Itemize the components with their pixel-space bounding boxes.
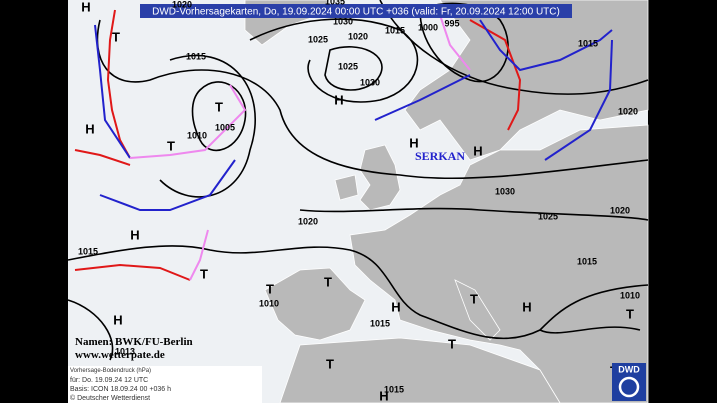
isobar-label: 1015	[78, 246, 98, 256]
isobar-label: 1010	[187, 130, 207, 140]
isobar-label: 1025	[338, 61, 358, 71]
pressure-system: T	[215, 99, 223, 114]
logo-text: DWD	[618, 364, 640, 374]
isobar-label: 1020	[298, 216, 318, 226]
pressure-system: T	[324, 274, 332, 289]
pressure-system: H	[85, 121, 94, 136]
pressure-system: H	[522, 299, 531, 314]
fronts	[74, 9, 613, 396]
isobar-label: 1015	[578, 38, 598, 48]
isobar-label: 1010	[620, 290, 640, 300]
isobar-label: 995	[444, 18, 459, 28]
isobar-label: 1005	[215, 122, 235, 132]
pressure-system: T	[626, 306, 634, 321]
header-title: DWD-Vorhersagekarten, Do, 19.09.2024 00:…	[152, 7, 560, 18]
pressure-system: H	[473, 143, 482, 158]
info-line: Vorhersage-Bodendruck (hPa)	[70, 368, 151, 374]
isobar-label: 1010	[259, 298, 279, 308]
isobar-label: 1015	[577, 256, 597, 266]
header-bar	[140, 4, 572, 18]
logo-icon	[618, 376, 640, 398]
pressure-system: H	[391, 299, 400, 314]
pressure-system: T	[470, 291, 478, 306]
isobar-label: 1020	[172, 0, 192, 9]
isobar-label: 1015	[385, 25, 405, 35]
info-box	[68, 366, 262, 403]
isobar-label: 1015	[384, 384, 404, 394]
isobar-label: 1020	[348, 31, 368, 41]
pressure-system: T	[200, 266, 208, 281]
logo-box	[612, 363, 646, 401]
pressure-system: H	[409, 135, 418, 150]
isobar-label: 1035	[325, 0, 345, 6]
pressure-system: T	[112, 29, 120, 44]
pressure-system: T	[326, 356, 334, 371]
credit-line: www.wetterpate.de	[75, 349, 165, 361]
info-line: Basis: ICON 18.09.24 00 +036 h	[70, 386, 171, 393]
isobars	[67, 0, 649, 361]
land	[244, 0, 649, 403]
isobar-label: 1015	[186, 51, 206, 61]
credit-line: Namen: BWK/FU-Berlin	[75, 336, 193, 348]
isobar-label: 1020	[618, 106, 638, 116]
pressure-system: H	[334, 92, 343, 107]
info-line: © Deutscher Wetterdienst	[70, 394, 150, 402]
isobar-label: 1020	[610, 205, 630, 215]
isobar-label: 1015	[370, 318, 390, 328]
pressure-system: H	[113, 312, 122, 327]
info-line: für: Do. 19.09.24 12 UTC	[70, 377, 148, 384]
isobar-label: 1025	[308, 34, 328, 44]
pressure-system: T	[167, 138, 175, 153]
pressure-system: H	[130, 227, 139, 242]
pressure-system: H	[81, 0, 90, 14]
system-name: SERKAN	[415, 149, 465, 163]
isobar-label: 1025	[538, 211, 558, 221]
isobar-label: 1030	[360, 77, 380, 87]
isobar-label: 1013	[115, 346, 135, 356]
isobar-label: 1030	[495, 186, 515, 196]
isobar-label: 1030	[333, 16, 353, 26]
pressure-system: T	[448, 336, 456, 351]
isobar-label: 1000	[418, 22, 438, 32]
pressure-system: H	[379, 388, 388, 403]
pressure-system: T	[266, 281, 274, 296]
